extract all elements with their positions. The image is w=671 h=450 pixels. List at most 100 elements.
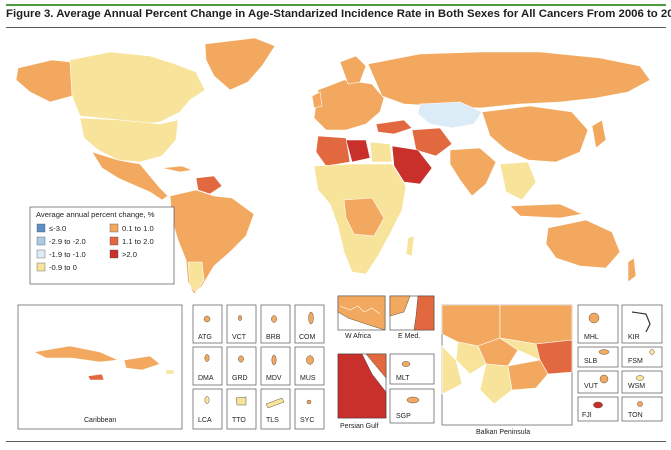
mus-label: MUS	[300, 375, 316, 382]
dma-shape	[204, 354, 210, 362]
alaska	[15, 59, 73, 103]
wsm-shape	[635, 375, 645, 381]
europe	[313, 79, 385, 131]
canada	[65, 51, 206, 125]
persian-gulf-land	[337, 353, 387, 419]
syc-label: SYC	[300, 417, 314, 424]
tto-box	[226, 388, 257, 430]
legend-swatch-4	[36, 262, 46, 272]
vut-shape	[599, 374, 609, 384]
kir-label: KIR	[628, 334, 640, 341]
inset-caribbean: Caribbean	[17, 304, 183, 430]
w-africa-land	[337, 295, 386, 331]
balkan-land-7	[479, 363, 513, 405]
legend-label-6: 1.1 to 2.0	[122, 237, 154, 246]
mdv-box	[260, 346, 291, 386]
fji-label: FJI	[582, 412, 592, 419]
jamaica	[87, 373, 105, 381]
india	[449, 147, 497, 197]
libya	[345, 139, 371, 163]
australia	[545, 219, 621, 269]
caribbean-label: Caribbean	[84, 417, 116, 424]
inset-persian-gulf: Persian Gulf	[337, 353, 387, 430]
balkan-land-9	[441, 345, 463, 395]
vut-box	[577, 370, 619, 394]
greenland	[204, 37, 276, 91]
figure-title: Figure 3. Average Annual Percent Change …	[6, 8, 671, 20]
fji-shape	[593, 401, 603, 409]
puerto-rico	[165, 369, 175, 375]
title-rule	[6, 27, 666, 28]
inset-pacific: MHL KIR SLB FSM VUT WSM FJI TON	[577, 304, 663, 422]
legend-swatch-3	[36, 249, 46, 259]
usa	[79, 117, 179, 163]
tls-shape	[265, 397, 285, 409]
e-med-land2	[389, 295, 411, 317]
w-africa-label: W Africa	[345, 333, 371, 340]
tto-shape	[235, 396, 247, 406]
southeast-asia	[499, 161, 537, 201]
new-zealand	[627, 257, 637, 283]
vct-shape	[237, 315, 242, 321]
sgp-box	[389, 388, 435, 424]
legend-title: Average annual percent change, %	[36, 210, 155, 219]
scandinavia	[339, 55, 367, 85]
balkan-land-6	[535, 339, 573, 375]
legend-label-2: -2.9 to -2.0	[49, 237, 86, 246]
balkan-land-3	[455, 341, 487, 375]
e-med-land	[413, 295, 435, 331]
w-africa-coast	[339, 305, 381, 315]
lca-box	[192, 388, 223, 430]
legend-label-4: -0.9 to 0	[49, 263, 77, 272]
slb-label: SLB	[584, 358, 598, 365]
south-america	[169, 189, 255, 295]
kir-box	[621, 304, 663, 344]
atg-label: ATG	[198, 334, 212, 341]
venezuela	[195, 175, 223, 195]
mhl-shape	[588, 312, 600, 324]
ton-shape	[637, 401, 643, 407]
inset-small-islands: ATG VCT BRB COM DMA GRD MDV MUS	[192, 304, 325, 430]
legend-box	[29, 206, 175, 285]
top-rule	[6, 4, 666, 6]
atg-shape	[203, 315, 211, 323]
inset-w-africa: W Africa	[337, 295, 386, 340]
legend: Average annual percent change, % ≤-3.0 -…	[29, 206, 175, 285]
inset-e-med: E Med.	[389, 295, 435, 340]
legend-swatch-7	[109, 249, 119, 259]
fsm-label: FSM	[628, 358, 643, 365]
balkan-land-8	[507, 359, 549, 391]
wsm-label: WSM	[628, 383, 645, 390]
brb-box	[260, 304, 291, 344]
legend-swatch-1	[36, 223, 46, 233]
brb-shape	[271, 315, 277, 323]
mhl-box	[577, 304, 619, 344]
legend-label-1: ≤-3.0	[49, 224, 66, 233]
kir-shape	[631, 311, 651, 333]
com-box	[294, 304, 325, 344]
hispaniola	[123, 355, 161, 371]
grd-label: GRD	[232, 375, 248, 382]
grd-shape	[238, 355, 244, 363]
grd-box	[226, 346, 257, 386]
mexico	[91, 151, 169, 201]
japan	[591, 119, 607, 149]
mdv-label: MDV	[266, 375, 282, 382]
mlt-box	[389, 353, 435, 385]
legend-swatch-6	[109, 236, 119, 246]
caribbean-box	[17, 304, 183, 430]
ton-label: TON	[628, 412, 643, 419]
algeria	[315, 135, 351, 167]
lca-shape	[204, 396, 210, 404]
fji-box	[577, 396, 619, 422]
fsm-shape	[649, 349, 655, 355]
iran	[411, 127, 453, 157]
e-med-label: E Med.	[398, 333, 420, 340]
mus-shape	[306, 355, 314, 365]
tls-label: TLS	[266, 417, 279, 424]
syc-box	[294, 388, 325, 430]
sgp-shape	[406, 396, 420, 404]
indonesia	[509, 203, 583, 219]
